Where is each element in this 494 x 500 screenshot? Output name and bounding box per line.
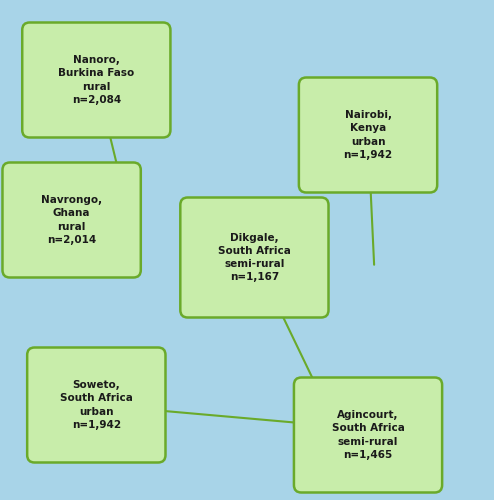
- Text: Nanoro,
Burkina Faso
rural
n=2,084: Nanoro, Burkina Faso rural n=2,084: [58, 55, 134, 105]
- Text: Nairobi,
Kenya
urban
n=1,942: Nairobi, Kenya urban n=1,942: [343, 110, 393, 160]
- Text: Dikgale,
South Africa
semi-rural
n=1,167: Dikgale, South Africa semi-rural n=1,167: [218, 232, 291, 282]
- Text: Agincourt,
South Africa
semi-rural
n=1,465: Agincourt, South Africa semi-rural n=1,4…: [331, 410, 405, 460]
- Text: Navrongo,
Ghana
rural
n=2,014: Navrongo, Ghana rural n=2,014: [41, 195, 102, 245]
- Text: Soweto,
South Africa
urban
n=1,942: Soweto, South Africa urban n=1,942: [60, 380, 133, 430]
